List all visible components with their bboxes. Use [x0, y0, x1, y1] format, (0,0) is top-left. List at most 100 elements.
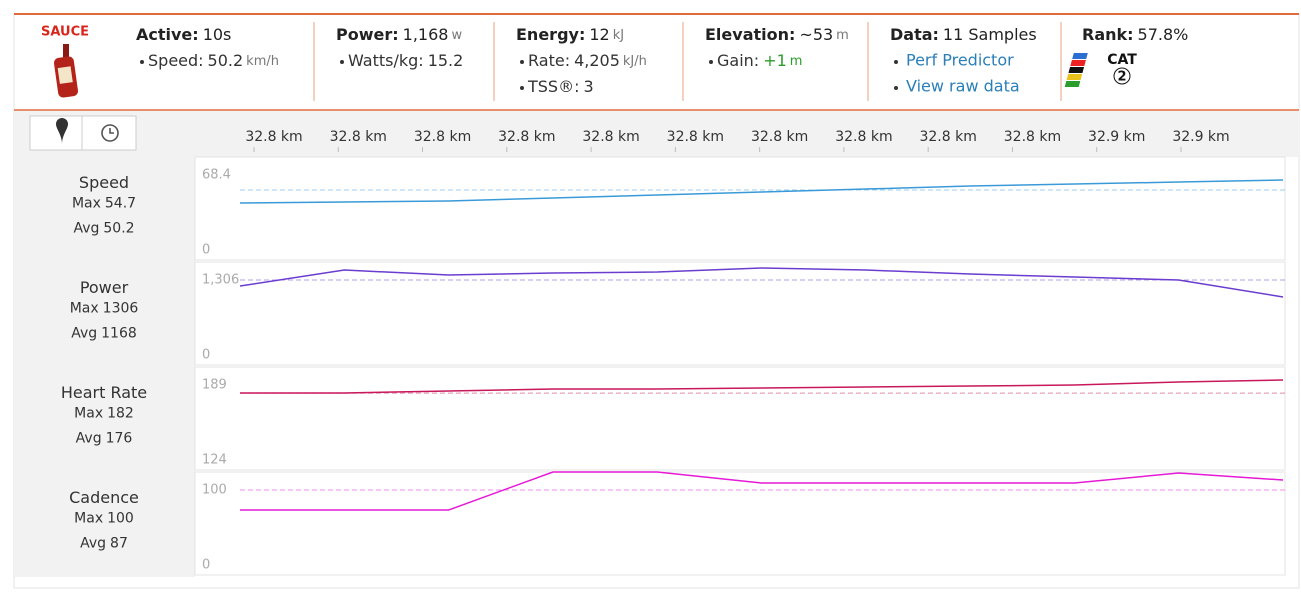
stat-head: Data: 11 Samples: [890, 25, 1037, 44]
x-label: 32.8 km: [919, 129, 976, 145]
chart-max: Max 182: [74, 406, 134, 422]
avg-value: 176: [106, 431, 133, 447]
stat-head: Rank: 57.8%: [1082, 25, 1188, 44]
avg-value: 50.2: [103, 221, 134, 237]
time-icon[interactable]: [101, 124, 119, 142]
bottle-neck: [63, 44, 69, 58]
item-unit: km/h: [246, 54, 279, 69]
x-label: 32.8 km: [751, 129, 808, 145]
x-label: 32.8 km: [582, 129, 639, 145]
bottle-icon: [53, 44, 79, 98]
badge-stripe: [1070, 60, 1086, 66]
item-label: Rate:: [528, 51, 570, 70]
x-label: 32.8 km: [414, 129, 471, 145]
badge-stripe: [1072, 53, 1088, 59]
x-label: 32.8 km: [245, 129, 302, 145]
item-unit: m: [790, 54, 803, 69]
item-label: Speed:: [148, 51, 204, 70]
badge-stripe: [1068, 67, 1085, 73]
badge-stripe: [1066, 74, 1083, 80]
max-label: Max: [74, 406, 103, 422]
y-tick-label: 189: [202, 378, 227, 393]
avg-label: Avg: [80, 536, 106, 552]
badge-text: CAT: [1107, 52, 1137, 68]
bottle-label: [57, 66, 73, 84]
x-label: 32.8 km: [667, 129, 724, 145]
avg-label: Avg: [76, 431, 102, 447]
stat-item: Gain: +1 m: [717, 51, 802, 70]
max-label: Max: [74, 511, 103, 527]
stat-label: Data:: [890, 25, 939, 44]
toolbar-buttons: [29, 115, 137, 151]
chart-panel: [194, 366, 1286, 471]
item-value: +1: [763, 51, 787, 70]
stat-head: Active: 10s: [136, 25, 231, 44]
max-label: Max: [70, 301, 99, 317]
chart-name: Power: [80, 278, 129, 297]
item-value: 3: [583, 77, 593, 96]
item-value: 4,205: [574, 51, 620, 70]
x-label: 32.8 km: [835, 129, 892, 145]
x-label: 32.8 km: [1004, 129, 1061, 145]
stat-unit: kJ: [613, 28, 624, 43]
y-tick-label: 1,306: [202, 273, 239, 288]
stat-value: 57.8%: [1138, 25, 1189, 44]
chart-max: Max 1306: [70, 301, 139, 317]
stat-label: Active:: [136, 25, 199, 44]
item-unit: kJ/h: [623, 54, 647, 69]
rank-badge: CAT 2: [1064, 52, 1137, 87]
y-tick-label: 100: [202, 483, 227, 498]
avg-value: 87: [110, 536, 128, 552]
stat-value: 10s: [203, 25, 232, 44]
chart-max: Max 100: [74, 511, 134, 527]
toolbar: [14, 111, 1299, 157]
bullet: [520, 60, 524, 64]
stat-label: Power:: [336, 25, 399, 44]
data-line: [240, 471, 1284, 511]
column-separators: [313, 22, 1062, 101]
label-column: [14, 157, 195, 577]
chart-name: Heart Rate: [61, 383, 147, 402]
chart-max: Max 54.7: [72, 196, 136, 212]
stat-head: Elevation: ~53 m: [705, 25, 849, 44]
bullet: [520, 86, 524, 90]
stat-unit: w: [451, 28, 462, 43]
bullet: [340, 60, 344, 64]
stat-value: 12: [589, 25, 609, 44]
avg-value: 1168: [101, 326, 137, 342]
bullet: [709, 60, 713, 64]
data-line: [239, 179, 1284, 204]
item-label: Gain:: [717, 51, 759, 70]
link[interactable]: View raw data: [906, 77, 1020, 96]
stat-head: Energy: 12 kJ: [516, 25, 624, 44]
badge-text: 2: [1117, 70, 1126, 85]
bullet: [140, 60, 144, 64]
max-label: Max: [72, 196, 101, 212]
chart-panel: [194, 156, 1286, 261]
chart-panel: [194, 261, 1286, 366]
item-label: TSS®:: [527, 77, 579, 96]
chart-avg: Avg 176: [76, 431, 133, 447]
stat-value: 1,168: [403, 25, 449, 44]
chart-avg: Avg 1168: [71, 326, 137, 342]
stat-value: ~53: [799, 25, 833, 44]
view-toggle[interactable]: [29, 115, 137, 151]
y-tick-label: 0: [202, 243, 210, 258]
stat-item: Watts/kg: 15.2: [348, 51, 463, 70]
chart-name: Cadence: [69, 488, 139, 507]
chart-panel: [194, 471, 1286, 576]
x-label: 32.9 km: [1088, 129, 1145, 145]
x-label: 32.8 km: [498, 129, 555, 145]
max-value: 1306: [103, 301, 139, 317]
stat-item: Rate: 4,205 kJ/h: [528, 51, 647, 70]
chart-avg: Avg 50.2: [73, 221, 134, 237]
stat-value: 11 Samples: [943, 25, 1037, 44]
y-tick-label: 0: [202, 558, 210, 573]
distance-icon[interactable]: [56, 118, 68, 144]
link[interactable]: Perf Predictor: [906, 51, 1014, 70]
avg-label: Avg: [73, 221, 99, 237]
item-value: 15.2: [428, 51, 464, 70]
time-icon-hands: [109, 128, 114, 134]
x-label: 32.9 km: [1172, 129, 1229, 145]
